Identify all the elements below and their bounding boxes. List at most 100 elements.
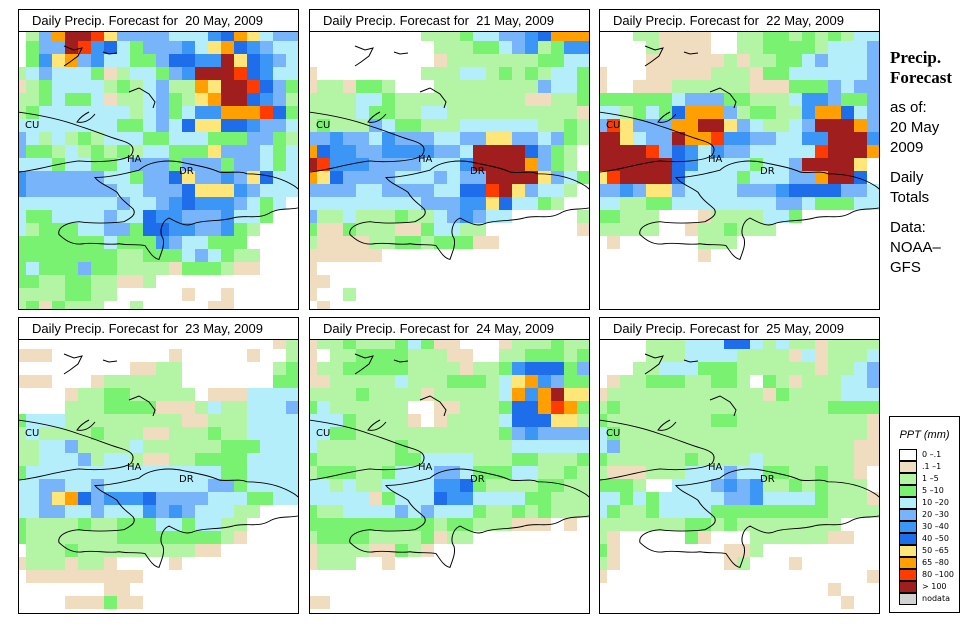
grid-cell: [685, 375, 698, 388]
grid-cell: [672, 401, 685, 414]
precip-map: CU HA DR: [599, 32, 880, 310]
grid-cell: [382, 427, 395, 440]
grid-cell: [39, 67, 52, 80]
grid-cell: [802, 67, 815, 80]
grid-cell: [330, 80, 343, 93]
grid-cell: [65, 171, 78, 184]
grid-cell: [460, 197, 473, 210]
grid-cell: [78, 479, 91, 492]
grid-cell: [382, 518, 395, 531]
grid-cell: [659, 388, 672, 401]
grid-cell: [343, 375, 356, 388]
grid-cell: [39, 466, 52, 479]
grid-cell: [143, 32, 156, 41]
grid-cell: [551, 505, 564, 518]
grid-cell: [343, 197, 356, 210]
grid-cell: [867, 427, 879, 440]
grid-cell: [286, 427, 298, 440]
grid-cell: [646, 453, 659, 466]
grid-cell: [130, 93, 143, 106]
grid-cell: [78, 197, 91, 210]
grid-cell: [600, 197, 607, 210]
grid-cell: [538, 401, 551, 414]
grid-cell: [317, 301, 330, 309]
grid-cell: [789, 106, 802, 119]
grid-cell: [330, 158, 343, 171]
grid-cell: [802, 158, 815, 171]
grid-cell: [525, 340, 538, 349]
grid-cell: [633, 184, 646, 197]
grid-cell: [182, 249, 195, 262]
grid-cell: [789, 67, 802, 80]
grid-cell: [447, 54, 460, 67]
grid-cell: [659, 340, 672, 349]
grid-cell: [195, 132, 208, 145]
grid-cell: [802, 531, 815, 544]
grid-cell: [473, 505, 486, 518]
grid-cell: [104, 288, 117, 301]
grid-cell: [620, 145, 633, 158]
grid-cell: [698, 106, 711, 119]
grid-cell: [78, 93, 91, 106]
grid-cell: [39, 41, 52, 54]
caption-asof: as of:: [890, 99, 927, 116]
grid-cell: [143, 54, 156, 67]
grid-cell: [78, 544, 91, 557]
grid-cell: [382, 505, 395, 518]
grid-cell: [607, 492, 620, 505]
grid-cell: [776, 80, 789, 93]
grid-cell: [620, 93, 633, 106]
grid-cell: [234, 67, 247, 80]
grid-cell: [841, 145, 854, 158]
grid-cell: [854, 375, 867, 388]
grid-cell: [460, 236, 473, 249]
grid-cell: [91, 210, 104, 223]
legend-swatch: [899, 545, 917, 557]
grid-cell: [247, 119, 260, 132]
grid-cell: [600, 440, 607, 453]
grid-cell: [234, 106, 247, 119]
grid-cell: [65, 93, 78, 106]
grid-cell: [317, 531, 330, 544]
grid-cell: [577, 427, 589, 440]
grid-cell: [633, 414, 646, 427]
grid-cell: [499, 197, 512, 210]
grid-cell: [343, 531, 356, 544]
grid-cell: [273, 440, 286, 453]
legend-item: 5 –10: [899, 485, 959, 497]
grid-cell: [577, 414, 589, 427]
grid-cell: [600, 158, 607, 171]
grid-cell: [310, 93, 317, 106]
grid-cell: [434, 119, 447, 132]
grid-cell: [156, 145, 169, 158]
grid-cell: [247, 171, 260, 184]
grid-cell: [763, 54, 776, 67]
grid-cell: [26, 275, 39, 288]
grid-cell: [473, 210, 486, 223]
grid-cell: [195, 145, 208, 158]
grid-cell: [776, 531, 789, 544]
grid-cell: [646, 119, 659, 132]
grid-cell: [260, 479, 273, 492]
grid-cell: [78, 440, 91, 453]
grid-cell: [724, 145, 737, 158]
grid-cell: [330, 132, 343, 145]
grid-cell: [195, 158, 208, 171]
grid-cell: [551, 466, 564, 479]
grid-cell: [646, 32, 659, 41]
grid-cell: [802, 340, 815, 349]
grid-cell: [221, 197, 234, 210]
grid-cell: [460, 414, 473, 427]
grid-cell: [39, 440, 52, 453]
grid-cell: [815, 145, 828, 158]
grid-cell: [486, 414, 499, 427]
grid-cell: [117, 531, 130, 544]
grid-cell: [646, 145, 659, 158]
grid-cell: [143, 132, 156, 145]
grid-cell: [104, 453, 117, 466]
grid-cell: [473, 32, 486, 41]
grid-cell: [538, 119, 551, 132]
grid-cell: [156, 249, 169, 262]
legend-swatch: [899, 593, 917, 605]
grid-cell: [447, 388, 460, 401]
